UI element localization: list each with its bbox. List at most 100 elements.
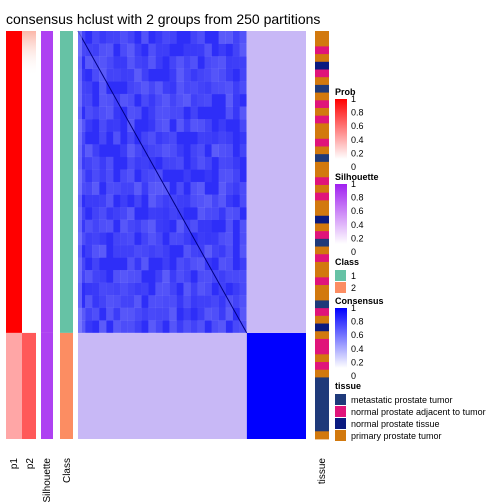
- consensus-cell: [92, 43, 100, 57]
- consensus-cell: [176, 320, 184, 334]
- consensus-cell: [141, 31, 149, 44]
- consensus-cell: [218, 307, 226, 321]
- consensus-cell: [218, 257, 226, 271]
- consensus-cell: [99, 219, 107, 233]
- consensus-cell: [239, 181, 248, 195]
- consensus-cell: [155, 320, 163, 334]
- consensus-cell: [183, 43, 191, 57]
- consensus-cell: [197, 93, 205, 107]
- consensus-cell: [183, 257, 191, 271]
- consensus-cell: [176, 68, 184, 82]
- legend-item-label: 2: [351, 283, 356, 293]
- consensus-cell: [225, 31, 233, 44]
- consensus-cell: [99, 31, 107, 44]
- consensus-cell: [134, 43, 142, 57]
- consensus-cell: [127, 106, 135, 120]
- consensus-cell: [155, 282, 163, 296]
- consensus-cell: [225, 156, 233, 170]
- consensus-cell: [204, 81, 212, 95]
- consensus-cell: [169, 31, 177, 44]
- consensus-cell: [197, 181, 205, 195]
- tissue-cell: [315, 154, 329, 163]
- consensus-cell: [239, 56, 248, 70]
- consensus-cell: [190, 219, 198, 233]
- consensus-cell: [127, 307, 135, 321]
- consensus-cell: [155, 81, 163, 95]
- consensus-cell: [120, 307, 128, 321]
- consensus-cell: [106, 156, 114, 170]
- legend-gradient-prob: [335, 99, 347, 159]
- consensus-cell: [197, 68, 205, 82]
- legend-tick: 0.2: [351, 357, 364, 367]
- consensus-cell: [120, 169, 128, 183]
- consensus-cell: [197, 219, 205, 233]
- consensus-cell: [197, 320, 205, 334]
- tissue-cell: [315, 423, 329, 432]
- consensus-cell: [204, 282, 212, 296]
- consensus-cell: [176, 270, 184, 283]
- consensus-cell: [120, 282, 128, 296]
- consensus-cell: [204, 244, 212, 258]
- consensus-cell: [155, 43, 163, 57]
- consensus-cell: [127, 169, 135, 183]
- consensus-cell: [120, 270, 128, 283]
- consensus-cell: [99, 93, 107, 107]
- consensus-cell: [218, 181, 226, 195]
- consensus-cell: [162, 119, 170, 132]
- legends: Prob10.80.60.40.20Silhouette10.80.60.40.…: [335, 87, 486, 441]
- consensus-cell: [106, 181, 114, 195]
- consensus-cell: [106, 56, 114, 70]
- tissue-cell: [315, 138, 329, 147]
- tissue-cell: [315, 431, 329, 440]
- consensus-cell: [141, 156, 149, 170]
- consensus-cell: [204, 56, 212, 70]
- consensus-cell: [176, 81, 184, 95]
- consensus-cell: [106, 31, 114, 44]
- consensus-cell: [92, 31, 100, 44]
- consensus-cell: [127, 144, 135, 158]
- consensus-cell: [183, 81, 191, 95]
- consensus-cell: [141, 244, 149, 258]
- tissue-cell: [315, 354, 329, 363]
- consensus-cell: [134, 244, 142, 258]
- consensus-cell: [99, 43, 107, 57]
- consensus-cell: [85, 156, 93, 170]
- consensus-cell: [120, 144, 128, 158]
- tissue-cell: [315, 246, 329, 255]
- consensus-cell: [239, 219, 248, 233]
- consensus-cell: [197, 156, 205, 170]
- consensus-cell: [85, 144, 93, 158]
- column-label-p1: p1: [9, 458, 20, 470]
- tissue-cell: [315, 107, 329, 117]
- consensus-cell: [197, 119, 205, 132]
- consensus-cell: [218, 68, 226, 82]
- consensus-cell: [239, 43, 248, 57]
- consensus-cell: [134, 106, 142, 120]
- consensus-cell: [204, 307, 212, 321]
- tissue-cell: [315, 408, 329, 417]
- consensus-cell: [169, 156, 177, 170]
- tissue-cell: [315, 161, 329, 170]
- consensus-cell: [225, 270, 233, 283]
- consensus-cell: [162, 81, 170, 95]
- tissue-cell: [315, 100, 329, 109]
- consensus-cell: [197, 144, 205, 158]
- consensus-cell: [113, 31, 121, 44]
- consensus-cell: [85, 169, 93, 183]
- tissue-cell: [315, 200, 329, 209]
- consensus-cell: [127, 207, 135, 220]
- tissue-cell: [315, 385, 329, 394]
- consensus-cell: [232, 106, 240, 120]
- legend-tick: 0.4: [351, 135, 364, 145]
- consensus-cell: [134, 320, 142, 334]
- tissue-cell: [315, 362, 329, 371]
- consensus-cell: [106, 282, 114, 296]
- tissue-cell: [315, 223, 329, 232]
- consensus-cell: [155, 131, 163, 145]
- consensus-cell: [141, 232, 149, 246]
- consensus-cell: [239, 194, 248, 208]
- consensus-cell: [127, 295, 135, 309]
- consensus-cell: [197, 257, 205, 271]
- consensus-cell: [120, 93, 128, 107]
